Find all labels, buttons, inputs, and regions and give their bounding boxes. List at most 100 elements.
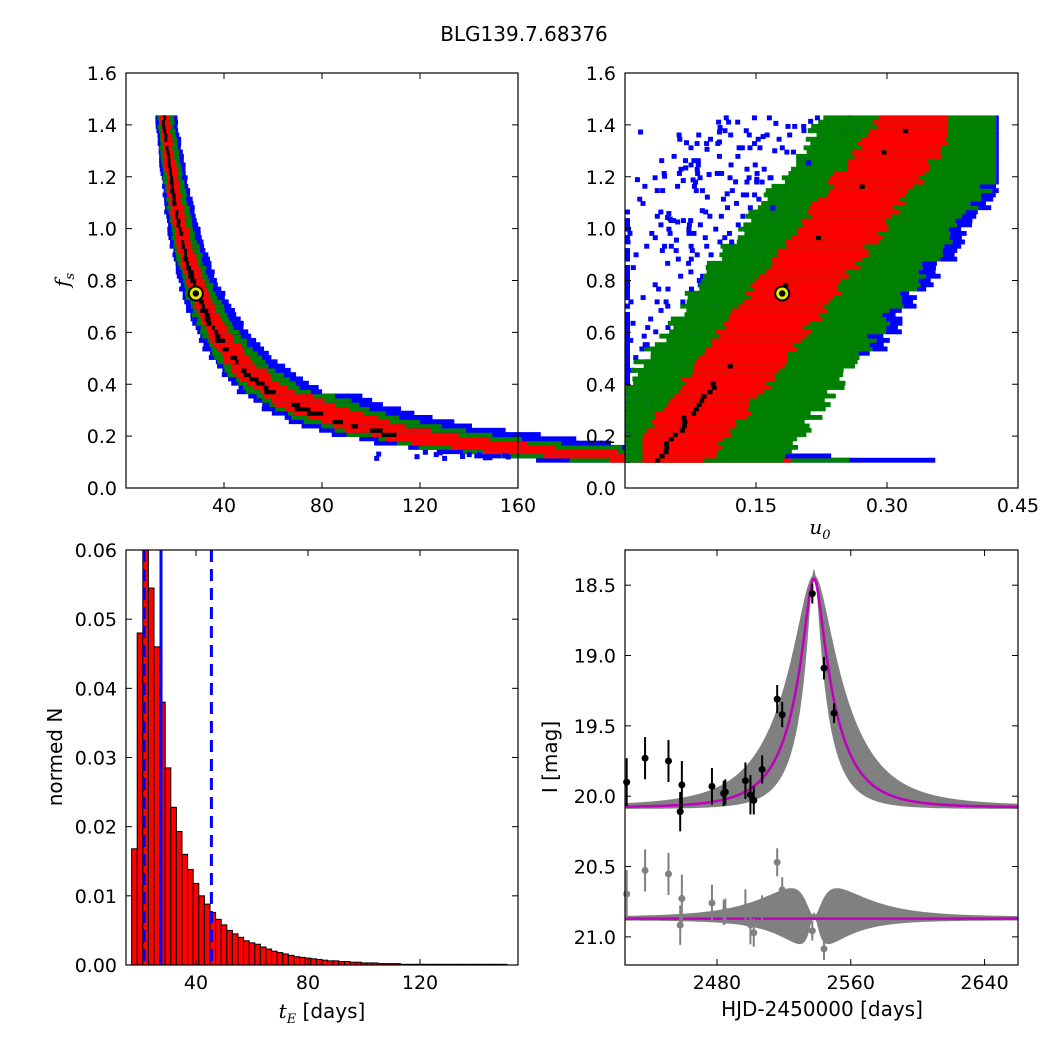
y-tick-label: 0.05 xyxy=(75,609,117,631)
cell-red xyxy=(770,265,861,271)
cell-black xyxy=(369,427,383,433)
cell-blue xyxy=(702,235,708,241)
cell-red xyxy=(642,449,718,455)
cell-blue xyxy=(625,239,631,245)
cell-black xyxy=(186,265,192,271)
panel-u0-fs-plot-area xyxy=(625,115,999,463)
histogram-bar xyxy=(192,882,200,966)
cell-blue xyxy=(625,235,630,241)
cell-blue xyxy=(638,129,644,135)
histogram-bar xyxy=(203,903,211,966)
cell-black xyxy=(175,213,179,219)
cell-blue xyxy=(665,303,671,309)
cell-black xyxy=(663,449,669,455)
cell-blue xyxy=(658,222,664,228)
cell-red xyxy=(834,171,925,176)
cell-blue xyxy=(722,128,728,134)
cell-blue xyxy=(676,132,682,138)
cell-blue xyxy=(686,226,692,232)
cell-blue xyxy=(662,173,668,179)
cell-red xyxy=(669,397,750,403)
cell-black xyxy=(183,256,189,262)
data-point xyxy=(623,778,631,786)
y-tick-label: 1.6 xyxy=(87,63,117,85)
cell-green xyxy=(625,457,783,463)
cell-blue xyxy=(751,115,757,121)
cell-blue xyxy=(689,286,695,292)
cell-blue xyxy=(662,243,668,249)
cell-red xyxy=(833,183,913,189)
cell-blue xyxy=(981,192,996,198)
cell-blue xyxy=(889,320,903,326)
cell-black xyxy=(178,226,182,232)
cell-blue xyxy=(625,333,630,339)
cell-blue xyxy=(920,282,934,288)
cell-blue xyxy=(787,132,793,138)
cell-blue xyxy=(661,171,667,176)
cell-blue xyxy=(688,269,694,275)
cell-red xyxy=(766,269,847,275)
cell-black xyxy=(710,380,716,386)
cell-blue xyxy=(677,136,683,142)
y-tick-label: 18.5 xyxy=(574,575,616,597)
y-tick-label: 1.2 xyxy=(87,167,117,189)
cell-blue xyxy=(718,213,724,219)
x-tick-label: 2480 xyxy=(693,972,741,994)
cell-blue xyxy=(776,136,782,142)
cell-blue xyxy=(645,325,651,330)
cell-blue xyxy=(625,350,630,356)
cell-black xyxy=(168,166,172,172)
cell-black xyxy=(696,402,702,408)
cell-blue xyxy=(882,312,896,318)
cell-black xyxy=(215,333,221,339)
cell-blue xyxy=(628,337,634,343)
panel-te-histogram-ylabel: normed N xyxy=(43,708,67,807)
cell-red xyxy=(811,213,891,219)
cell-blue xyxy=(641,333,647,339)
cell-red xyxy=(872,119,949,125)
cell-blue xyxy=(886,325,898,330)
cell-black xyxy=(166,149,170,155)
data-point xyxy=(820,664,828,672)
cell-red xyxy=(642,457,704,463)
cell-blue xyxy=(442,455,448,461)
cell-black xyxy=(162,128,167,134)
cell-blue xyxy=(374,455,380,461)
cell-blue xyxy=(752,162,758,168)
cell-blue xyxy=(680,299,686,305)
cell-blue xyxy=(766,115,772,121)
y-tick-label: 0.06 xyxy=(75,540,117,562)
histogram-bar xyxy=(299,956,306,966)
cell-blue xyxy=(729,239,735,245)
cell-blue xyxy=(682,158,688,164)
cell-black xyxy=(707,389,713,395)
cell-red xyxy=(798,226,889,232)
cell-red xyxy=(543,453,683,459)
cell-blue xyxy=(695,162,701,168)
residual-point xyxy=(678,895,686,903)
cell-blue xyxy=(625,337,630,343)
cell-black xyxy=(215,337,226,343)
y-tick-label: 0.8 xyxy=(586,271,616,293)
cell-blue xyxy=(644,243,650,249)
cell-blue xyxy=(918,278,931,283)
cell-blue xyxy=(764,132,770,138)
cell-blue xyxy=(659,158,665,164)
cell-blue xyxy=(707,213,713,219)
cell-blue xyxy=(725,205,731,211)
cell-blue xyxy=(747,145,753,151)
cell-black xyxy=(672,432,678,437)
cell-blue xyxy=(728,162,734,168)
cell-black xyxy=(170,188,175,194)
cell-blue xyxy=(978,205,992,211)
cell-black xyxy=(183,248,187,253)
cell-blue xyxy=(505,454,511,460)
cell-blue xyxy=(744,166,750,172)
cell-blue xyxy=(719,171,725,176)
cell-blue xyxy=(625,286,630,292)
cell-red xyxy=(231,367,267,373)
residual-point xyxy=(778,886,786,894)
cell-blue xyxy=(717,239,723,245)
